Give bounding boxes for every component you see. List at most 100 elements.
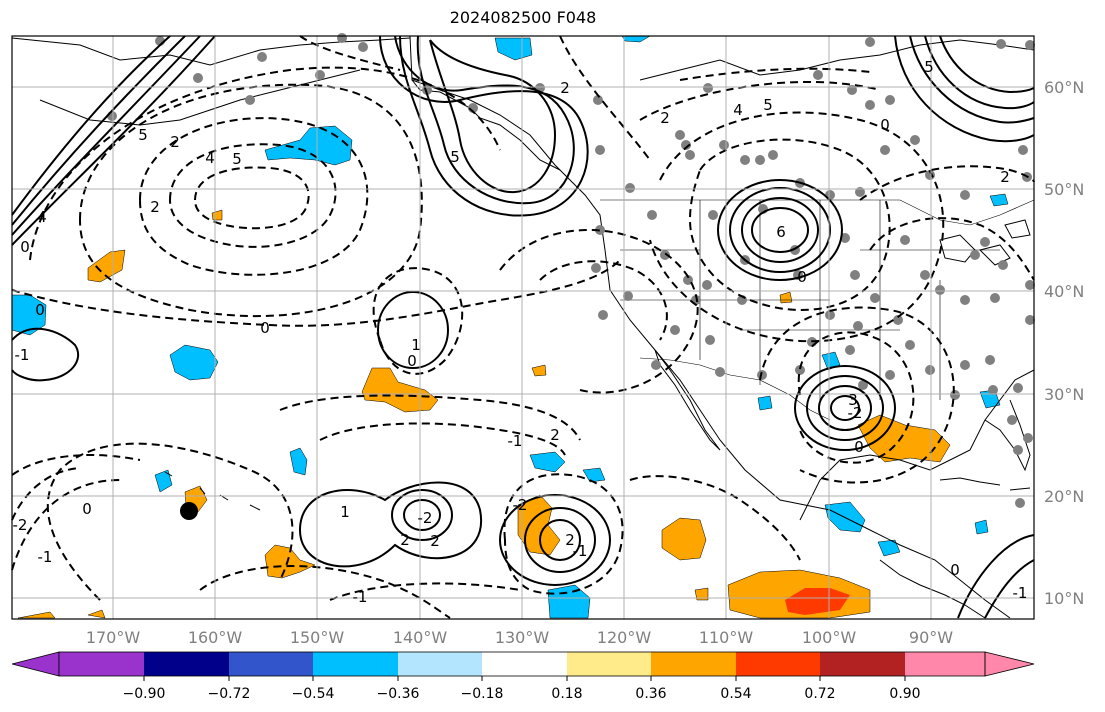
gulf-coast [799, 369, 1035, 521]
negative-anomaly-area [547, 584, 591, 619]
map-title: 2024082500 F048 [449, 8, 597, 27]
contour-label: -2 [848, 404, 863, 422]
contour-label: 2 [560, 79, 570, 97]
positive-anomaly-area [87, 609, 106, 619]
negative-anomaly-area [757, 395, 773, 411]
contour-label: 0 [20, 238, 30, 256]
contour-label: 5 [763, 96, 773, 114]
colorbar-segment [567, 652, 651, 676]
contour-label: -1 [508, 432, 523, 450]
lat-label: 10°N [1044, 589, 1084, 608]
lon-label: 170°W [86, 628, 141, 647]
colorbar-tick-label: 0.36 [635, 686, 666, 702]
contour-label: 4 [37, 208, 47, 226]
negative-anomaly-area [264, 125, 353, 166]
lat-label: 60°N [1044, 78, 1084, 97]
colorbar-ticks [143, 676, 906, 681]
hudson-area [639, 39, 1035, 81]
contour-label: -1 [353, 588, 368, 606]
florida [984, 399, 1031, 472]
negative-anomaly-area [169, 344, 219, 381]
lon-label: 140°W [393, 628, 448, 647]
colorbar: −0.90 −0.72 −0.54 −0.36 −0.18 0.18 0.36 … [11, 651, 1035, 702]
greater-antilles [939, 477, 1031, 491]
baja-california [654, 349, 721, 451]
aleutian-chain [39, 69, 361, 126]
positive-anomaly-area [361, 367, 439, 413]
contour-label: 1 [340, 503, 350, 521]
positive-contours [11, 35, 1035, 619]
colorbar-segment [820, 652, 905, 676]
contour-label: 1 [411, 336, 421, 354]
contour-label: 0 [854, 438, 864, 456]
negative-anomaly-area [877, 539, 901, 557]
contour-label: -1 [38, 548, 53, 566]
contour-label: -2 [418, 509, 433, 527]
positive-anomaly-area [694, 587, 709, 601]
contour-label: 0 [797, 268, 807, 286]
colorbar-tick-label: 0.72 [804, 686, 835, 702]
contour-label: 6 [776, 223, 786, 241]
contour-label: 5 [232, 150, 242, 168]
map-panel: 5 2 4 5 0 2 4 5 2 6 0 1 0 0 -1 3 0 1 -1 … [11, 33, 1035, 620]
lon-label: 160°W [188, 628, 243, 647]
colorbar-segment [398, 652, 482, 676]
longitude-labels: 170°W 160°W 150°W 140°W 130°W 120°W 110°… [86, 628, 953, 647]
map-frame [11, 35, 1035, 620]
hawaii-marker [180, 502, 198, 520]
colorbar-tick-label: 0.54 [720, 686, 751, 702]
station-dots [107, 33, 1035, 508]
colorbar-segment [144, 652, 229, 676]
negative-anomaly-area [821, 351, 841, 371]
contour-label: 2 [430, 532, 440, 550]
great-lakes [939, 219, 1031, 266]
strong-positive-anomaly-area [785, 588, 850, 615]
lon-label: 150°W [290, 628, 345, 647]
contour-label: 5 [450, 148, 460, 166]
colorbar-segment [229, 652, 313, 676]
contour-label: 0 [82, 500, 92, 518]
latitude-labels: 60°N 50°N 40°N 30°N 20°N 10°N [1044, 78, 1084, 608]
lon-label: 90°W [909, 628, 953, 647]
contour-labels: 5 2 4 5 0 2 4 5 2 6 0 1 0 0 -1 3 0 1 -1 … [13, 58, 1028, 606]
contour-label: 3 [848, 391, 858, 409]
contour-label: 0 [260, 319, 270, 337]
contour-label: -1 [15, 346, 30, 364]
positive-anomaly-area [531, 364, 547, 377]
contour-label: -1 [1013, 584, 1028, 602]
colorbar-min-extend [11, 651, 60, 677]
gridlines [12, 36, 1034, 619]
positive-anomaly-area [17, 611, 56, 619]
contour-label: 0 [407, 352, 417, 370]
colorbar-tick-label: −0.36 [377, 686, 420, 702]
colorbar-segment [313, 652, 398, 676]
negative-anomaly-area [494, 37, 533, 61]
alaska-north [11, 37, 411, 66]
contour-label: 0 [35, 301, 45, 319]
positive-anomaly-area [661, 517, 707, 561]
contour-label: -2 [513, 496, 528, 514]
positive-anomaly-area [264, 544, 316, 579]
colorbar-tick-label: −0.54 [292, 686, 335, 702]
coastlines [11, 35, 1035, 619]
colorbar-segment [59, 652, 144, 676]
negative-anomaly-area [989, 193, 1009, 207]
colorbar-tick-label: −0.18 [461, 686, 504, 702]
contour-label: 2 [550, 426, 560, 444]
negative-contours [11, 35, 1035, 619]
colorbar-segment [651, 652, 736, 676]
lat-label: 30°N [1044, 385, 1084, 404]
contour-label: 4 [205, 149, 215, 167]
contour-label: 2 [150, 198, 160, 216]
lat-label: 20°N [1044, 487, 1084, 506]
contour-label: 5 [924, 58, 934, 76]
colorbar-tick-label: −0.72 [208, 686, 251, 702]
colorbar-frame [58, 651, 986, 677]
lon-label: 120°W [597, 628, 652, 647]
colorbar-tick-label: −0.90 [123, 686, 166, 702]
contour-label: -1 [573, 542, 588, 560]
colorbar-segment [736, 652, 820, 676]
negative-anomaly-area [529, 451, 566, 473]
lat-label: 50°N [1044, 180, 1084, 199]
colorbar-segment [905, 652, 985, 676]
